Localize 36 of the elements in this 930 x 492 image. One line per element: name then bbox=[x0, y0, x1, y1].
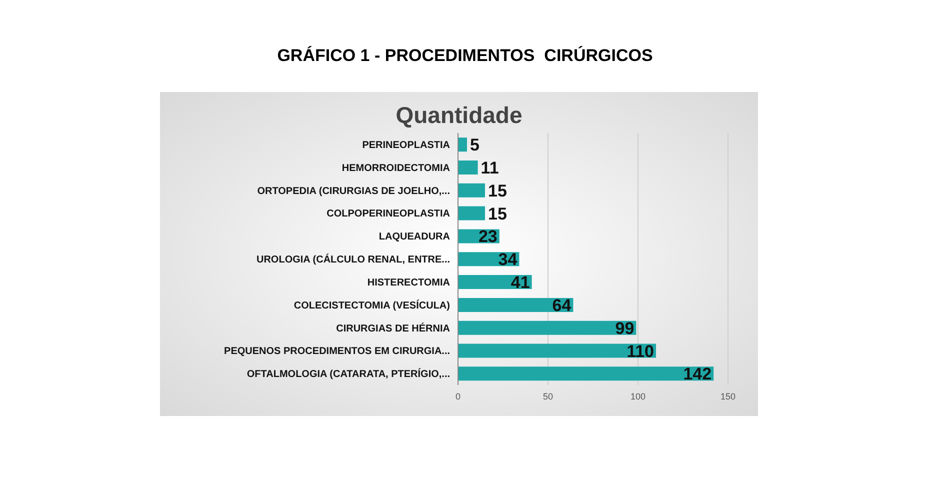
y-tick-label: COLECISTECTOMIA (VESÍCULA) bbox=[294, 299, 450, 312]
y-tick-label: ORTOPEDIA (CIRURGIAS DE JOELHO,... bbox=[257, 186, 450, 197]
y-tick-label: LAQUEADURA bbox=[378, 232, 450, 243]
data-label: 23 bbox=[478, 227, 498, 246]
chart-subtitle: Quantidade bbox=[394, 102, 524, 129]
bar bbox=[458, 320, 636, 335]
data-label: 34 bbox=[498, 250, 518, 270]
data-label: 15 bbox=[488, 181, 507, 200]
data-label: 99 bbox=[615, 318, 634, 338]
data-label: 41 bbox=[510, 273, 530, 292]
y-tick-label: PERINEOPLASTIA bbox=[362, 140, 450, 152]
data-label: 15 bbox=[488, 204, 507, 224]
y-tick-label: CIRURGIAS DE HÉRNIA bbox=[336, 322, 450, 334]
data-label: 110 bbox=[626, 342, 654, 361]
bar bbox=[458, 183, 485, 198]
y-tick-label: UROLOGIA (CÁLCULO RENAL, ENTRE... bbox=[256, 254, 450, 266]
x-tick-label: 50 bbox=[542, 391, 554, 402]
bar bbox=[458, 160, 478, 174]
x-tick-label: 150 bbox=[720, 391, 736, 402]
bar bbox=[458, 344, 656, 358]
y-tick-label: COLPOPERINEOPLASTIA bbox=[326, 208, 450, 220]
data-label: 11 bbox=[480, 158, 499, 178]
data-label: 142 bbox=[683, 364, 712, 384]
data-label: 5 bbox=[470, 136, 480, 155]
y-tick-label: PEQUENOS PROCEDIMENTOS EM CIRURGIA... bbox=[224, 346, 450, 358]
x-tick-label: 100 bbox=[630, 391, 646, 402]
chart-title: GRÁFICO 1 - PROCEDIMENTOS CIRÚRGICOS bbox=[276, 46, 654, 66]
bar bbox=[458, 366, 714, 381]
y-tick-label: HEMORROIDECTOMIA bbox=[342, 162, 450, 174]
x-tick-label: 0 bbox=[455, 391, 461, 402]
bar bbox=[458, 298, 574, 312]
bar bbox=[458, 206, 485, 220]
y-tick-label: OFTALMOLOGIA (CATARATA, PTERÍGIO,... bbox=[246, 368, 450, 380]
y-tick-label: HISTERECTOMIA bbox=[367, 277, 450, 288]
bar bbox=[458, 138, 467, 152]
data-label: 64 bbox=[552, 296, 572, 315]
